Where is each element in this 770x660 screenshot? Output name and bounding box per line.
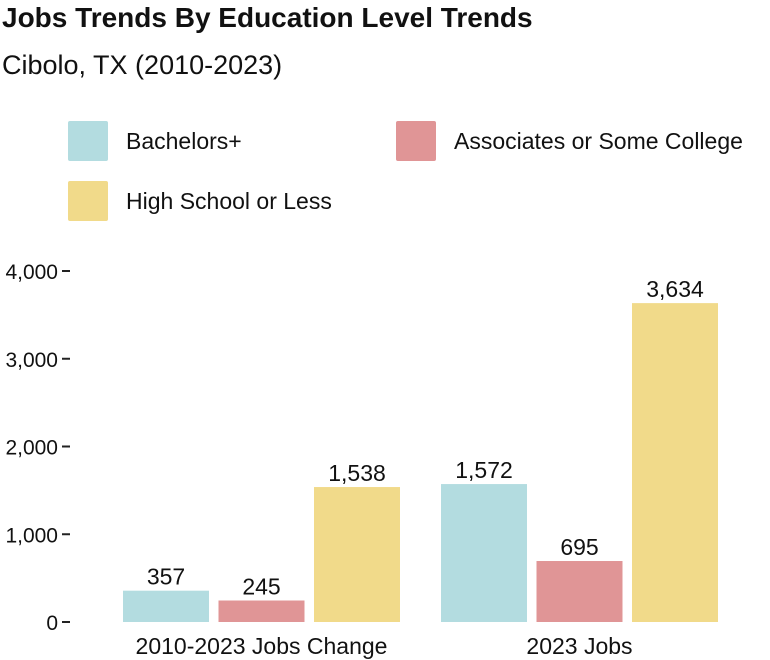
bar	[123, 590, 209, 622]
chart-title: Jobs Trends By Education Level Trends	[2, 2, 533, 33]
legend-swatch	[68, 181, 108, 221]
data-label: 695	[560, 534, 598, 560]
legend-label: High School or Less	[126, 188, 332, 214]
bar	[314, 487, 400, 622]
y-tick-label: 2,000	[5, 437, 58, 460]
y-tick-label: 4,000	[5, 261, 58, 284]
data-label: 1,572	[455, 457, 513, 483]
x-tick-label: 2010-2023 Jobs Change	[136, 633, 388, 659]
data-label: 1,538	[328, 460, 386, 486]
legend-label: Bachelors+	[126, 128, 242, 154]
data-label: 245	[242, 574, 280, 600]
data-label: 3,634	[646, 276, 704, 302]
legend-swatch	[68, 121, 108, 161]
y-tick-label: 1,000	[5, 524, 58, 547]
legend-swatch	[396, 121, 436, 161]
x-tick-label: 2023 Jobs	[526, 633, 632, 659]
bar	[441, 484, 527, 622]
data-label: 357	[147, 564, 185, 590]
legend-label: Associates or Some College	[454, 128, 743, 154]
bar	[632, 303, 718, 622]
y-tick-label: 0	[46, 612, 58, 635]
bar	[536, 561, 623, 622]
chart-subtitle: Cibolo, TX (2010-2023)	[2, 50, 283, 80]
y-tick-label: 3,000	[5, 349, 58, 372]
bar	[218, 600, 305, 622]
